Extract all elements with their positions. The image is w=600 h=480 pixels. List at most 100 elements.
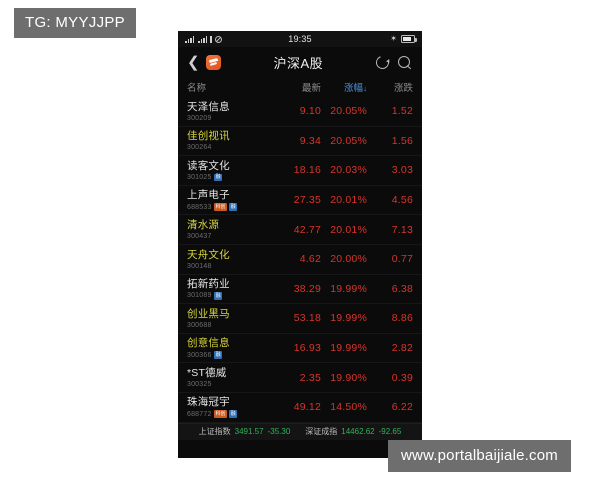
table-row[interactable]: 拓新药业 301089 融 38.29 19.99% 6.38 <box>178 275 422 305</box>
stock-code-row: 300437 <box>187 233 275 240</box>
stock-latest-price: 9.10 <box>299 105 321 118</box>
margin-trading-badge: 融 <box>229 203 237 211</box>
stock-change-amount: 3.03 <box>391 164 413 177</box>
stock-name: 天泽信息 <box>187 100 230 113</box>
table-row[interactable]: *ST德威 300325 2.35 19.90% 0.39 <box>178 363 422 393</box>
refresh-icon[interactable] <box>373 53 392 71</box>
signal-bars-icon <box>185 35 194 43</box>
page-title: 沪深A股 <box>273 55 324 71</box>
stock-code-row: 301025 融 <box>187 173 275 182</box>
index-change: -35.30 <box>267 427 291 437</box>
stock-change-percent: 20.01% <box>330 194 367 207</box>
stock-change-percent: 20.05% <box>330 134 367 147</box>
index-footer[interactable]: 上证指数 3491.57 -35.30 深证成指 14462.62 -92.65 <box>178 422 422 440</box>
index-value: 3491.57 <box>234 427 264 437</box>
stock-code: 301025 <box>187 173 212 181</box>
stock-change-percent: 20.01% <box>330 223 367 236</box>
stock-name: 创意信息 <box>187 337 230 350</box>
back-chevron-icon[interactable]: ❮ <box>187 53 200 71</box>
stock-identity: 创业黑马 300688 <box>187 308 275 329</box>
nav-bar: ❮ 沪深A股 <box>178 47 422 77</box>
stock-change-amount: 0.77 <box>391 253 413 266</box>
table-row[interactable]: 创业黑马 300688 53.18 19.99% 8.86 <box>178 304 422 334</box>
app-logo-icon[interactable] <box>205 54 221 70</box>
table-header: 名称 最新 涨幅↓ 涨跌 <box>178 77 422 97</box>
column-header-change-pct[interactable]: 涨幅↓ <box>321 80 367 94</box>
table-row[interactable]: 珠海冠宇 688772 科创融 49.12 14.50% 6.22 <box>178 393 422 423</box>
stock-code: 301089 <box>187 292 212 300</box>
stock-code-row: 300366 融 <box>187 351 275 359</box>
stock-latest-price: 49.12 <box>293 401 321 414</box>
stock-latest-price: 38.29 <box>293 282 321 295</box>
stock-latest-price: 9.34 <box>299 134 321 147</box>
margin-trading-badge: 融 <box>214 173 222 182</box>
signal-separator-icon <box>210 35 212 43</box>
stock-code: 688772 <box>187 410 212 418</box>
stock-change-percent: 20.05% <box>330 105 367 118</box>
stock-change-amount: 0.39 <box>391 371 413 384</box>
table-row[interactable]: 创意信息 300366 融 16.93 19.99% 2.82 <box>178 334 422 364</box>
stock-latest-price: 16.93 <box>293 342 321 355</box>
stock-name: 读客文化 <box>187 159 230 172</box>
column-header-name[interactable]: 名称 <box>187 83 207 94</box>
bluetooth-icon: ✶ <box>390 34 397 43</box>
table-row[interactable]: 天泽信息 300209 9.10 20.05% 1.52 <box>178 97 422 127</box>
status-bar: 19:35 ✶ <box>178 31 422 47</box>
stock-code-row: 688533 科创融 <box>187 203 275 211</box>
stock-identity: 清水源 300437 <box>187 219 275 240</box>
table-row[interactable]: 上声电子 688533 科创融 27.35 20.01% 4.56 <box>178 186 422 216</box>
margin-trading-badge: 融 <box>214 351 222 359</box>
stock-change-percent: 19.99% <box>330 282 367 295</box>
column-header-latest[interactable]: 最新 <box>301 83 321 94</box>
stock-change-amount: 1.56 <box>391 134 413 147</box>
stock-code: 300688 <box>187 321 212 329</box>
stock-identity: 天泽信息 300209 <box>187 101 275 122</box>
stock-latest-price: 18.16 <box>293 164 321 177</box>
stock-list[interactable]: 天泽信息 300209 9.10 20.05% 1.52 佳创视讯 300264 9.34 20… <box>178 97 422 423</box>
stock-name: 珠海冠宇 <box>187 396 230 409</box>
battery-icon <box>401 35 417 43</box>
table-row[interactable]: 天舟文化 300148 4.62 20.00% 0.77 <box>178 245 422 275</box>
stock-change-amount: 6.38 <box>391 282 413 295</box>
stock-latest-price: 53.18 <box>293 312 321 325</box>
stock-name: 清水源 <box>187 219 220 232</box>
table-row[interactable]: 佳创视讯 300264 9.34 20.05% 1.56 <box>178 127 422 157</box>
column-header-change-pct-label: 涨幅 <box>343 83 363 94</box>
stock-code-row: 300148 <box>187 263 275 270</box>
index-name: 深证成指 <box>305 427 338 437</box>
index-change: -92.65 <box>378 427 402 437</box>
margin-trading-badge: 融 <box>229 410 237 418</box>
index-name: 上证指数 <box>198 427 231 437</box>
stock-latest-price: 42.77 <box>293 223 321 236</box>
table-row[interactable]: 读客文化 301025 融 18.16 20.03% 3.03 <box>178 156 422 186</box>
stock-name: 上声电子 <box>187 189 230 202</box>
stock-change-amount: 1.52 <box>391 105 413 118</box>
stock-change-percent: 20.03% <box>330 164 367 177</box>
stock-change-percent: 19.99% <box>330 312 367 325</box>
stock-code-row: 300264 <box>187 144 275 151</box>
sort-descending-icon: ↓ <box>363 84 367 93</box>
stock-latest-price: 27.35 <box>293 194 321 207</box>
tg-watermark: TG: MYYJJPP <box>14 8 136 38</box>
stock-latest-price: 2.35 <box>299 371 321 384</box>
stock-code: 300366 <box>187 351 212 359</box>
column-header-change-amt[interactable]: 涨跌 <box>393 83 413 94</box>
star-market-badge: 科创 <box>214 203 227 211</box>
stock-identity: 佳创视讯 300264 <box>187 130 275 151</box>
table-row[interactable]: 清水源 300437 42.77 20.01% 7.13 <box>178 215 422 245</box>
stock-code: 300264 <box>187 144 212 152</box>
stock-identity: 拓新药业 301089 融 <box>187 278 275 300</box>
stock-code: 300437 <box>187 233 212 241</box>
site-watermark: www.portalbaijiale.com <box>388 440 571 472</box>
stock-name: 拓新药业 <box>187 278 230 291</box>
stock-change-amount: 2.82 <box>391 342 413 355</box>
search-icon[interactable] <box>398 55 411 69</box>
signal-bars-secondary-icon <box>198 35 207 43</box>
stock-name: 创业黑马 <box>187 307 230 320</box>
stock-identity: 珠海冠宇 688772 科创融 <box>187 396 275 418</box>
stock-code-row: 300209 <box>187 115 275 122</box>
stock-identity: 创意信息 300366 融 <box>187 337 275 359</box>
index-value: 14462.62 <box>341 427 375 437</box>
stock-change-amount: 6.22 <box>391 401 413 414</box>
